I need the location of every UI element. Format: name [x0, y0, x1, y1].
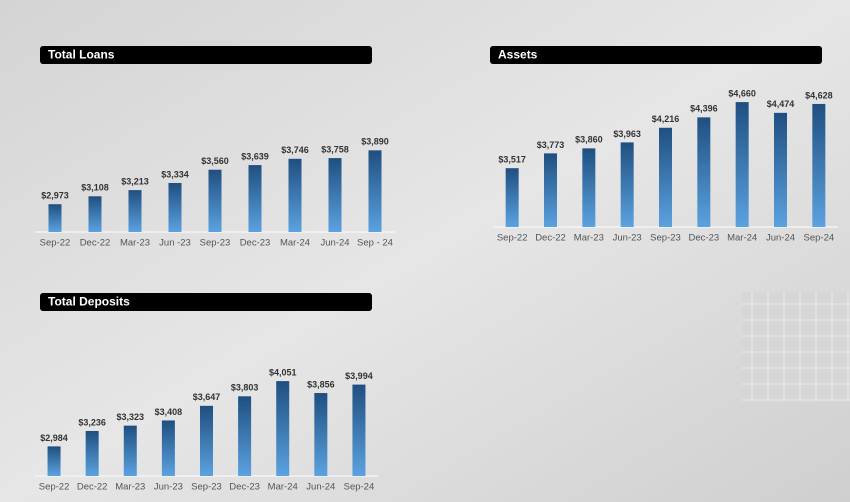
chart-header: [40, 293, 372, 311]
x-tick-label: Mar-23: [115, 482, 145, 493]
bar: [238, 396, 252, 476]
value-label: $2,973: [41, 191, 69, 201]
x-tick-label: Mar-24: [280, 238, 310, 249]
x-tick-label: Dec-22: [535, 233, 566, 244]
x-tick-label: Sep-22: [497, 233, 528, 244]
x-tick-label: Mar-23: [574, 233, 604, 244]
x-tick-label: Sep - 24: [357, 238, 393, 249]
value-label: $3,560: [201, 156, 229, 166]
bar: [47, 446, 61, 476]
bar: [774, 112, 787, 227]
value-label: $3,963: [613, 129, 641, 139]
value-label: $3,236: [78, 417, 106, 427]
bar: [161, 420, 175, 476]
bar: [328, 158, 342, 232]
value-label: $3,890: [361, 137, 389, 147]
x-tick-label: Mar-24: [268, 482, 298, 493]
bar: [123, 425, 137, 476]
value-label: $4,051: [269, 367, 297, 377]
x-tick-label: Dec-23: [229, 482, 260, 493]
value-label: $3,334: [161, 169, 189, 179]
value-label: $3,647: [193, 392, 221, 402]
bar: [168, 183, 182, 232]
x-tick-label: Sep-23: [200, 238, 231, 249]
bar: [659, 127, 672, 227]
bar: [208, 169, 222, 232]
x-tick-label: Dec-22: [77, 482, 108, 493]
bar: [505, 168, 519, 227]
bar: [582, 148, 596, 227]
value-label: $4,474: [767, 99, 795, 109]
bar: [735, 102, 749, 227]
chart-title: Total Loans: [48, 48, 115, 62]
value-label: $3,856: [307, 379, 335, 389]
bar: [88, 196, 102, 232]
bar: [352, 384, 366, 476]
x-tick-label: Jun -23: [159, 238, 191, 249]
decoration: [742, 292, 850, 402]
x-tick-label: Jun-24: [766, 233, 795, 244]
value-label: $3,803: [231, 383, 259, 393]
bar: [288, 158, 302, 232]
x-tick-label: Jun-23: [154, 482, 183, 493]
chart-header: [40, 46, 372, 64]
value-label: $4,628: [805, 90, 833, 100]
x-tick-label: Sep-22: [40, 238, 71, 249]
bar: [697, 117, 711, 227]
value-label: $4,396: [690, 104, 718, 114]
value-label: $4,660: [728, 88, 756, 98]
bar: [128, 190, 142, 232]
value-label: $3,639: [241, 151, 269, 161]
bar: [85, 430, 99, 476]
bar: [812, 103, 826, 227]
bar: [248, 165, 262, 232]
value-label: $3,758: [321, 144, 349, 154]
bar: [200, 405, 213, 476]
x-tick-label: Jun-24: [306, 482, 335, 493]
x-tick-label: Sep-24: [344, 482, 375, 493]
x-tick-label: Mar-24: [727, 233, 757, 244]
bar: [368, 150, 382, 232]
x-tick-label: Dec-23: [240, 238, 271, 249]
bar: [48, 204, 62, 232]
value-label: $2,984: [40, 433, 68, 443]
value-label: $3,108: [81, 183, 109, 193]
bar: [544, 153, 557, 227]
x-tick-label: Jun-23: [613, 233, 642, 244]
value-label: $3,517: [498, 155, 526, 165]
value-label: $3,773: [537, 140, 565, 150]
x-tick-label: Dec-23: [689, 233, 720, 244]
x-tick-label: Jun-24: [320, 238, 349, 249]
value-label: $3,860: [575, 135, 603, 145]
value-label: $3,323: [117, 412, 145, 422]
x-tick-label: Sep-24: [804, 233, 835, 244]
chart-title: Total Deposits: [48, 295, 130, 309]
x-tick-label: Sep-23: [650, 233, 681, 244]
chart-header: [490, 46, 822, 64]
value-label: $4,216: [652, 114, 680, 124]
bar: [276, 381, 290, 476]
chart-title: Assets: [498, 48, 538, 62]
value-label: $3,213: [121, 176, 149, 186]
bar: [314, 393, 328, 476]
x-tick-label: Dec-22: [80, 238, 111, 249]
value-label: $3,746: [281, 145, 309, 155]
x-tick-label: Sep-23: [191, 482, 222, 493]
x-tick-label: Mar-23: [120, 238, 150, 249]
x-tick-label: Sep-22: [39, 482, 70, 493]
bar: [620, 142, 634, 227]
value-label: $3,408: [155, 407, 183, 417]
value-label: $3,994: [345, 371, 373, 381]
